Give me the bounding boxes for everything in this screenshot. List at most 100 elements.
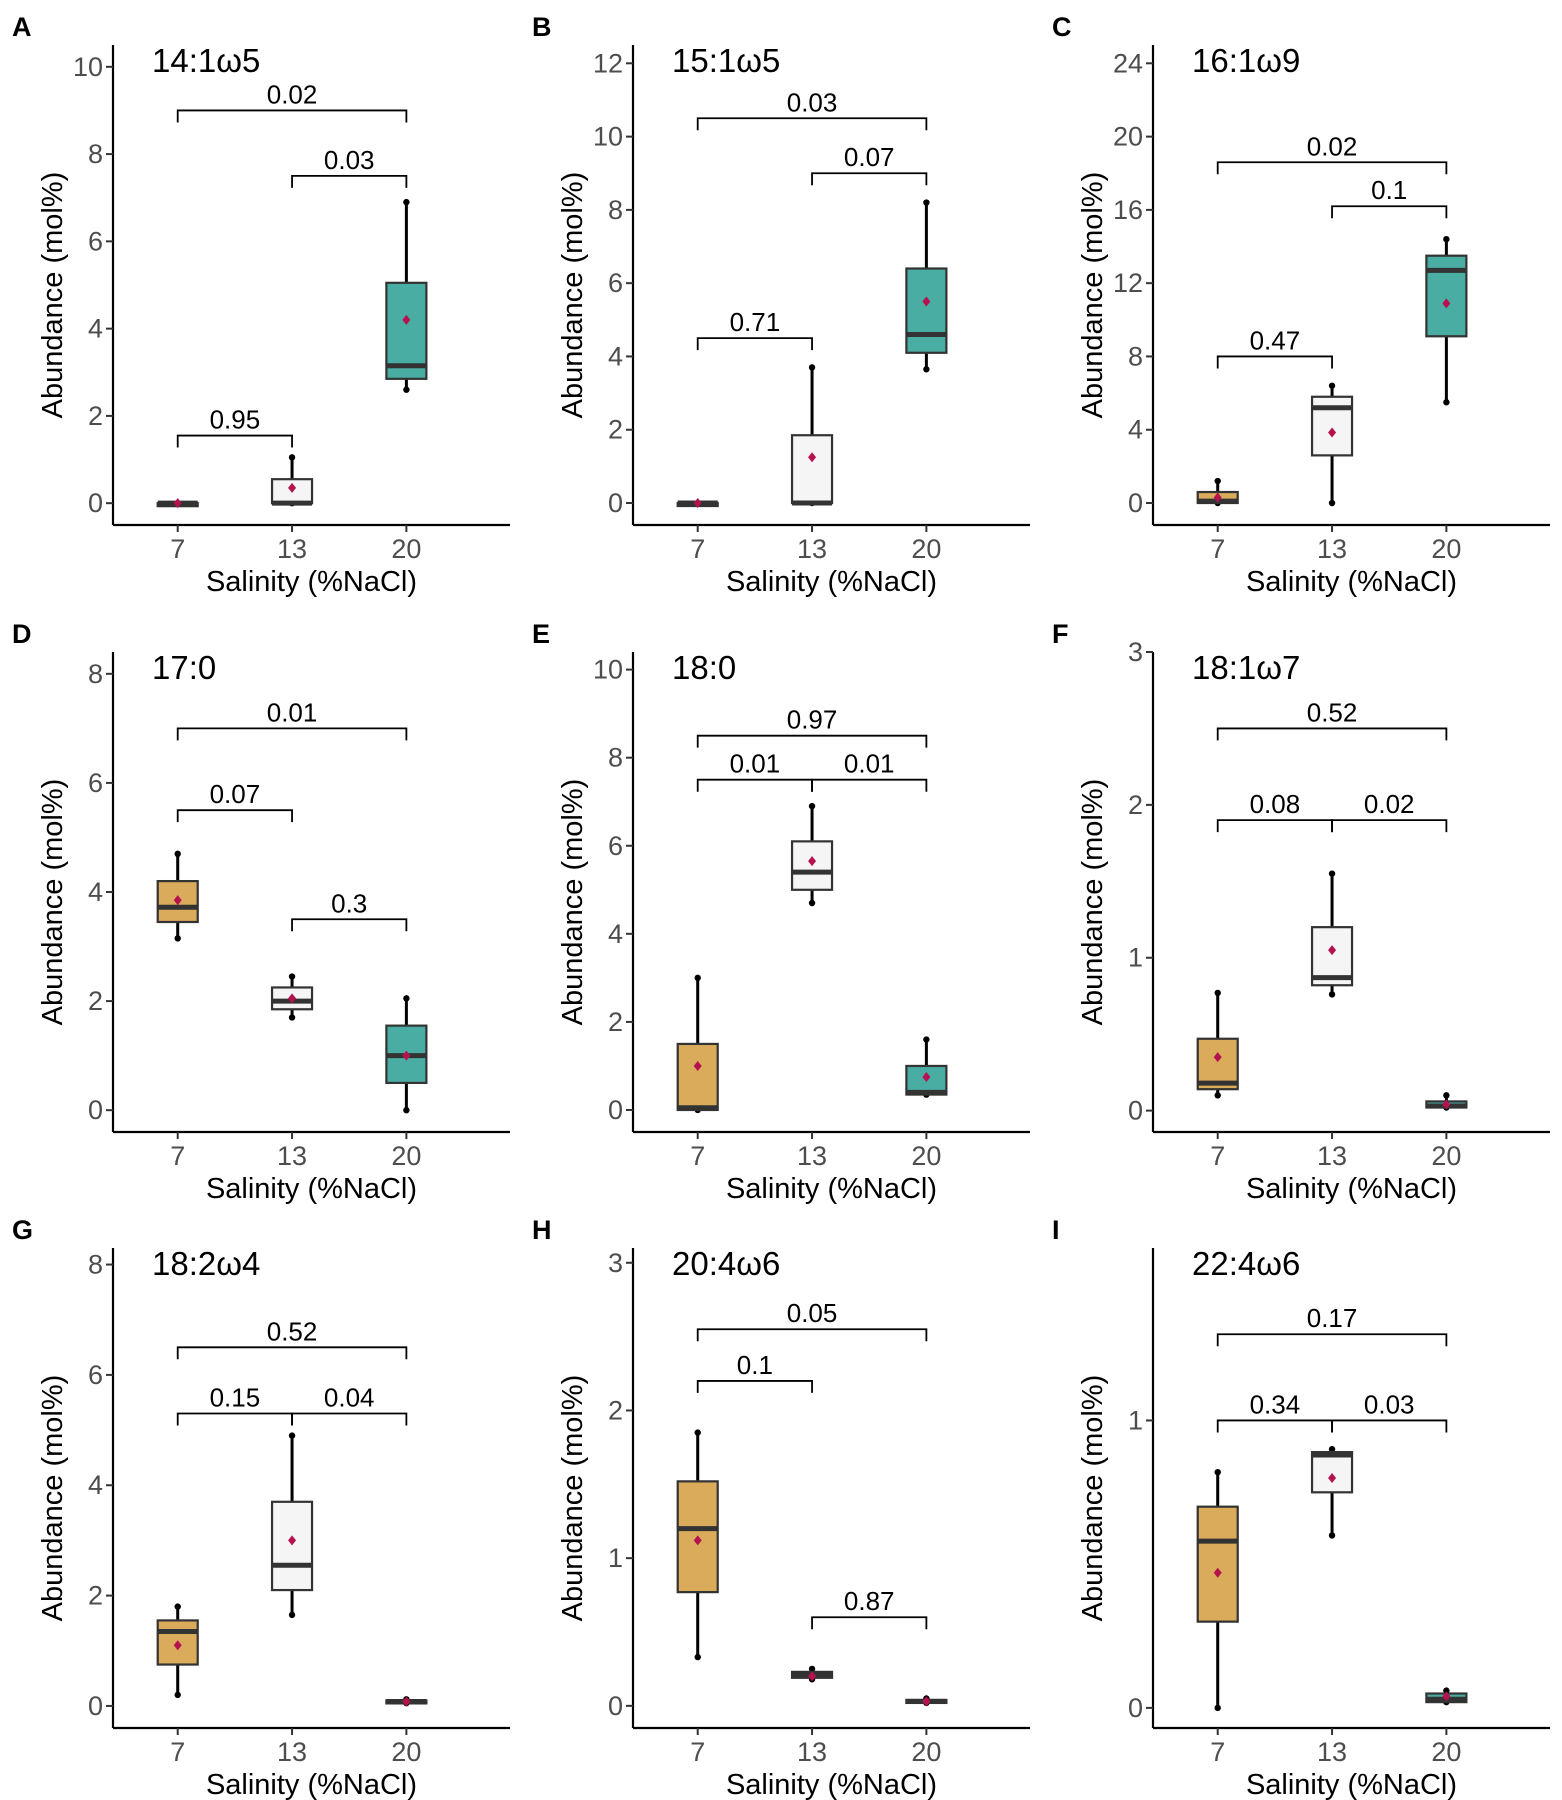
x-tick-label: 7 — [170, 1141, 185, 1171]
mean-marker — [1213, 492, 1222, 503]
whisker-end-max — [1328, 870, 1336, 877]
p-value-label: 0.02 — [1307, 131, 1358, 161]
significance-bracket — [291, 175, 408, 188]
significance-bracket — [1331, 819, 1448, 833]
box-7 — [156, 850, 199, 942]
y-tick-label: 2 — [88, 986, 103, 1016]
p-value-label: 0.01 — [844, 749, 895, 779]
panel-letter: H — [532, 1215, 552, 1245]
mean-marker — [288, 993, 297, 1004]
p-value-label: 0.34 — [1250, 1389, 1301, 1419]
mean-marker — [693, 498, 702, 509]
panel-letter: F — [1052, 619, 1069, 649]
x-tick-label: 20 — [1431, 534, 1461, 564]
whisker-end-max — [694, 1429, 701, 1436]
y-tick-label: 0 — [608, 1095, 623, 1125]
x-tick-label: 7 — [1210, 1141, 1225, 1171]
y-axis-label: Abundance (mol%) — [37, 779, 69, 1026]
y-tick-label: 16 — [1113, 195, 1143, 225]
significance-bracket — [811, 172, 928, 186]
p-value-label: 0.01 — [267, 697, 318, 727]
whisker-end-max — [1214, 989, 1221, 997]
mean-marker — [173, 1640, 182, 1651]
p-value-label: 0.52 — [267, 1316, 318, 1346]
p-value-label: 0.02 — [1364, 789, 1415, 819]
p-value-label: 0.71 — [730, 307, 781, 337]
y-tick-label: 2 — [608, 415, 623, 445]
mean-marker — [288, 1535, 297, 1546]
whisker-end-max — [288, 973, 296, 980]
y-axis-label: Abundance (mol%) — [1077, 779, 1109, 1026]
significance-bracket — [176, 434, 293, 448]
box-7 — [156, 498, 199, 509]
iqr-box — [790, 434, 834, 505]
x-tick-label: 7 — [1210, 534, 1225, 564]
panel-title: 20:4ω6 — [672, 1245, 780, 1282]
y-tick-label: 0 — [608, 1691, 623, 1721]
box-7 — [1196, 989, 1239, 1099]
panel-letter: C — [1052, 12, 1072, 42]
y-tick-label: 12 — [593, 48, 623, 78]
whisker-end-min — [923, 366, 930, 373]
mean-marker — [1213, 1052, 1222, 1063]
y-tick-label: 6 — [608, 831, 623, 861]
y-tick-label: 1 — [608, 1543, 623, 1573]
y-tick-label: 6 — [88, 226, 103, 256]
p-value-label: 0.1 — [1371, 175, 1407, 205]
y-axis-label: Abundance (mol%) — [1077, 172, 1109, 419]
significance-bracket — [1216, 161, 1448, 175]
panel-title: 22:4ω6 — [1192, 1245, 1300, 1282]
whisker-end-max — [1214, 1468, 1221, 1476]
x-tick-label: 13 — [797, 1141, 827, 1171]
y-axis-label: Abundance (mol%) — [557, 1375, 589, 1622]
panel-title: 18:1ω7 — [1192, 649, 1300, 686]
whisker-end-min — [1328, 991, 1336, 998]
significance-bracket — [176, 109, 408, 123]
y-tick-label: 10 — [593, 655, 623, 685]
mean-marker — [1442, 1099, 1451, 1110]
panel-title: 17:0 — [152, 649, 216, 686]
y-tick-label: 2 — [608, 1395, 623, 1425]
box-7 — [156, 1603, 199, 1699]
x-tick-label: 20 — [911, 1141, 941, 1171]
box-7 — [676, 498, 719, 509]
panel-title: 18:2ω4 — [152, 1245, 260, 1282]
panel-letter: E — [532, 619, 550, 649]
y-tick-label: 0 — [1128, 1096, 1143, 1126]
mean-marker — [1442, 298, 1451, 309]
box-20 — [1425, 1687, 1468, 1706]
significance-bracket — [1331, 1419, 1448, 1433]
y-tick-label: 0 — [1128, 1693, 1143, 1723]
significance-bracket — [291, 918, 408, 932]
p-value-label: 0.03 — [324, 145, 375, 175]
mean-marker — [693, 1535, 702, 1546]
whisker-end-max — [1443, 1092, 1450, 1099]
y-tick-label: 8 — [88, 659, 103, 689]
x-tick-label: 20 — [391, 1141, 421, 1171]
p-value-label: 0.1 — [737, 1350, 773, 1380]
y-tick-label: 3 — [608, 1248, 623, 1278]
y-tick-label: 3 — [1128, 637, 1143, 667]
box-20 — [385, 995, 428, 1114]
p-value-label: 0.08 — [1250, 789, 1301, 819]
whisker-end-max — [174, 1603, 181, 1610]
significance-bracket — [1216, 1333, 1448, 1347]
p-value-label: 0.87 — [844, 1586, 895, 1616]
box-7 — [1196, 477, 1239, 507]
p-value-label: 0.3 — [331, 888, 367, 918]
x-tick-label: 20 — [391, 534, 421, 564]
box-7 — [676, 1429, 719, 1661]
significance-bracket — [696, 117, 928, 131]
significance-bracket — [696, 734, 928, 748]
y-axis-label: Abundance (mol%) — [557, 172, 589, 419]
x-tick-label: 7 — [170, 534, 185, 564]
y-tick-label: 0 — [1128, 488, 1143, 518]
p-value-label: 0.04 — [324, 1383, 375, 1413]
y-tick-label: 4 — [1128, 415, 1143, 445]
box-13 — [790, 802, 834, 907]
